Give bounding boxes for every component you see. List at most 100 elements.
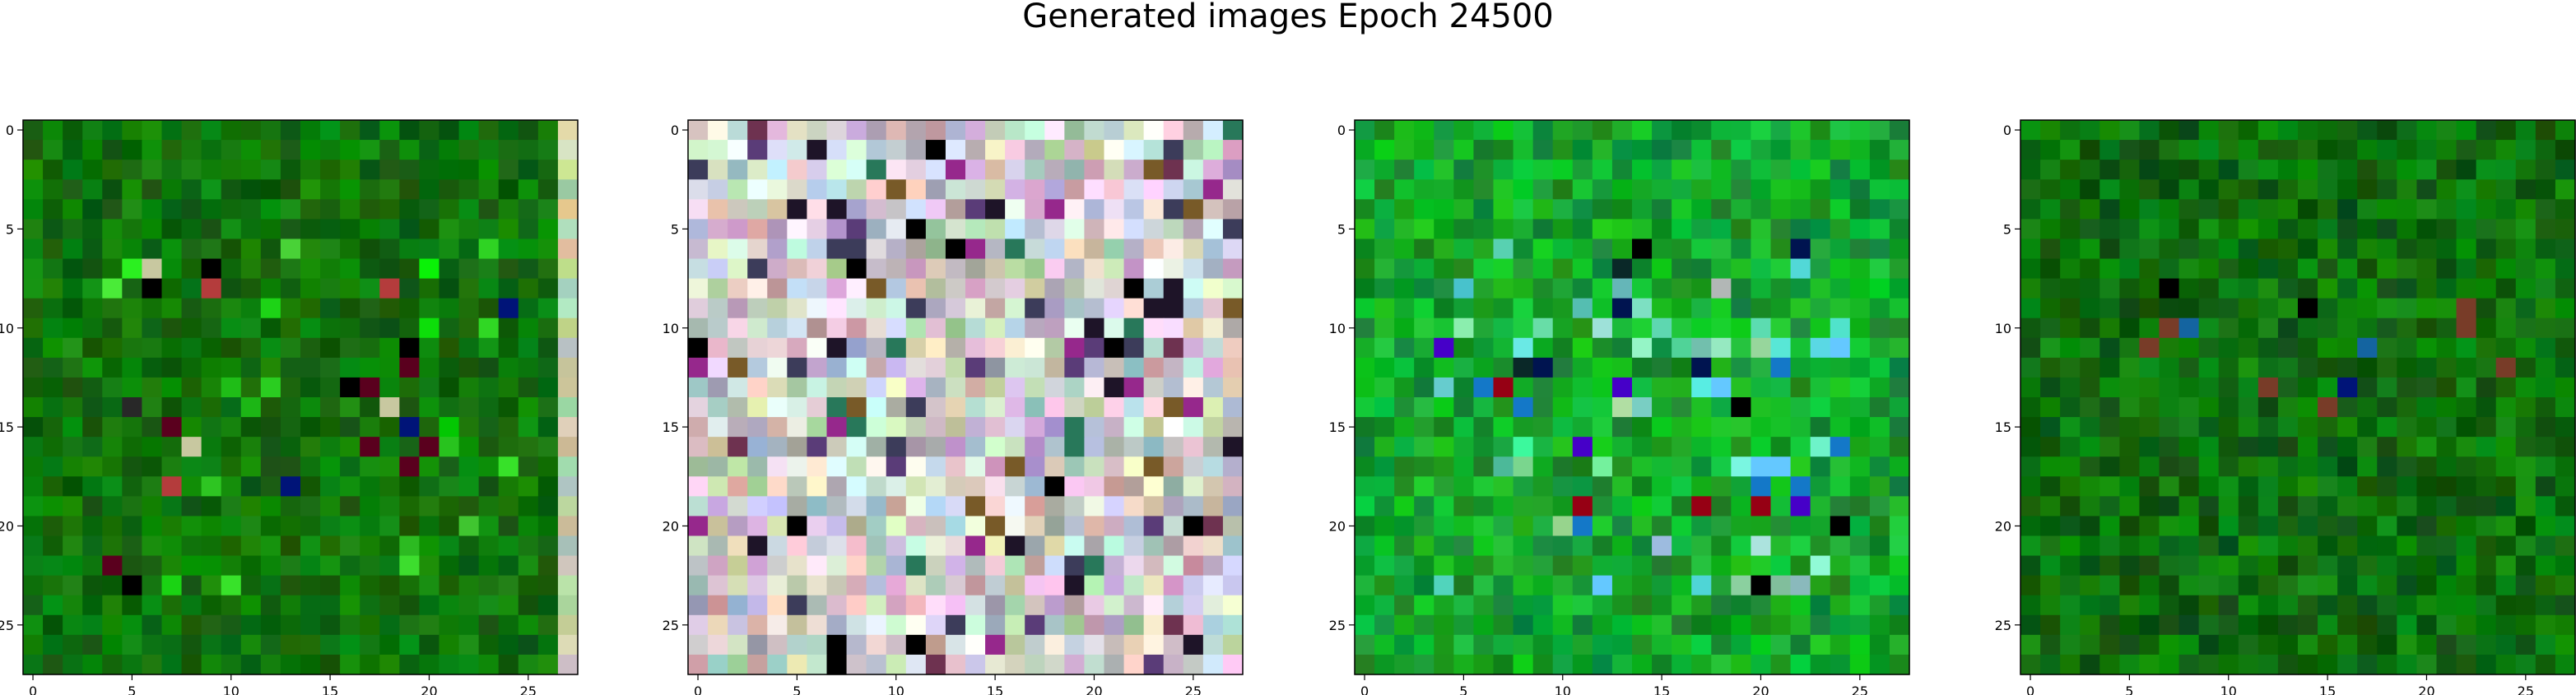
pixel-cell: [1374, 437, 1395, 457]
pixel-cell: [2357, 634, 2378, 656]
pixel-cell: [478, 516, 500, 537]
pixel-cell: [1414, 496, 1434, 517]
pixel-cell: [1889, 317, 1910, 339]
pixel-cell: [320, 476, 341, 497]
pixel-cell: [379, 654, 400, 675]
pixel-cell: [1611, 437, 1633, 457]
pixel-cell: [1513, 634, 1534, 656]
pixel-cell: [23, 555, 44, 577]
pixel-cell: [2357, 120, 2378, 141]
pixel-cell: [846, 199, 867, 220]
pixel-cell: [1064, 317, 1086, 339]
pixel-cell: [728, 634, 748, 656]
pixel-cell: [1830, 575, 1851, 596]
pixel-cell: [2178, 337, 2200, 359]
pixel-cell: [846, 337, 867, 359]
pixel-cell: [320, 278, 341, 299]
pixel-cell: [1084, 357, 1105, 378]
pixel-cell: [1084, 595, 1105, 616]
pixel-cell: [846, 555, 867, 577]
pixel-cell: [2298, 437, 2318, 457]
pixel-cell: [1434, 496, 1454, 517]
pixel-cell: [2535, 160, 2556, 180]
pixel-cell: [1592, 377, 1613, 398]
pixel-cell: [63, 456, 83, 477]
pixel-cell: [2377, 614, 2397, 636]
pixel-cell: [102, 555, 123, 577]
x-tick-label: 20: [1086, 683, 1102, 695]
pixel-cell: [300, 160, 321, 180]
pixel-cell: [2198, 555, 2220, 577]
pixel-cell: [2397, 496, 2418, 517]
pixel-cell: [1084, 377, 1105, 398]
pixel-cell: [478, 535, 500, 557]
pixel-cell: [518, 476, 539, 497]
pixel-cell: [1513, 516, 1534, 537]
pixel-cell: [518, 437, 539, 457]
pixel-cell: [1632, 555, 1653, 577]
pixel-cell: [1611, 140, 1633, 160]
pixel-cell: [82, 337, 103, 359]
pixel-cell: [1790, 317, 1811, 339]
pixel-cell: [2080, 120, 2100, 141]
pixel-cell: [1869, 437, 1890, 457]
pixel-cell: [458, 456, 480, 477]
pixel-cell: [846, 298, 867, 319]
pixel-cell: [2377, 160, 2397, 180]
pixel-cell: [747, 437, 768, 457]
pixel-cell: [1731, 456, 1752, 477]
pixel-cell: [518, 634, 539, 656]
pixel-cell: [320, 496, 341, 517]
pixel-cell: [1183, 199, 1204, 220]
pixel-cell: [2535, 516, 2556, 537]
pixel-cell: [2080, 278, 2100, 299]
pixel-cell: [985, 239, 1006, 260]
pixel-cell: [728, 219, 748, 240]
pixel-cell: [1513, 654, 1534, 675]
pixel-cell: [1691, 555, 1712, 577]
pixel-cell: [379, 476, 400, 497]
pixel-cell: [1025, 456, 1045, 477]
pixel-cell: [2080, 535, 2100, 557]
pixel-cell: [221, 317, 242, 339]
pixel-cell: [2357, 377, 2378, 398]
pixel-cell: [1770, 377, 1792, 398]
pixel-cell: [340, 258, 360, 280]
pixel-cell: [161, 397, 183, 418]
pixel-cell: [2020, 258, 2041, 280]
pixel-cell: [747, 535, 768, 557]
pixel-cell: [161, 516, 183, 537]
pixel-cell: [1183, 317, 1204, 339]
pixel-cell: [2119, 456, 2141, 477]
pixel-cell: [1572, 160, 1593, 180]
pixel-cell: [2060, 258, 2081, 280]
pixel-cell: [260, 535, 281, 557]
pixel-cell: [102, 377, 123, 398]
pixel-cell: [787, 555, 808, 577]
pixel-cell: [478, 476, 500, 497]
pixel-cell: [2535, 199, 2556, 220]
pixel-cell: [708, 456, 728, 477]
pixel-cell: [221, 437, 242, 457]
pixel-cell: [886, 476, 907, 497]
pixel-cell: [2357, 595, 2378, 616]
pixel-cell: [1611, 357, 1633, 378]
pixel-cell: [1770, 278, 1792, 299]
pixel-cell: [1632, 614, 1653, 636]
pixel-cell: [2476, 397, 2497, 418]
pixel-cell: [728, 337, 748, 359]
pixel-cell: [2298, 614, 2318, 636]
pixel-cell: [102, 456, 123, 477]
pixel-cell: [82, 377, 103, 398]
pixel-cell: [1632, 298, 1653, 319]
pixel-cell: [498, 258, 519, 280]
pixel-cell: [1731, 437, 1752, 457]
pixel-cell: [747, 654, 768, 675]
pixel-cell: [747, 179, 768, 200]
pixel-cell: [1790, 140, 1811, 160]
pixel-cell: [1222, 199, 1244, 220]
pixel-cell: [866, 377, 887, 398]
pixel-cell: [1711, 614, 1732, 636]
pixel-cell: [747, 317, 768, 339]
pixel-cell: [1889, 496, 1910, 517]
